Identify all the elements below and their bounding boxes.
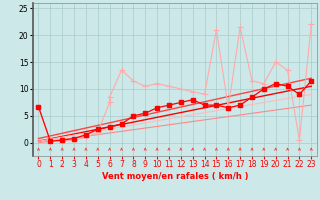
X-axis label: Vent moyen/en rafales ( km/h ): Vent moyen/en rafales ( km/h ) <box>102 172 248 181</box>
